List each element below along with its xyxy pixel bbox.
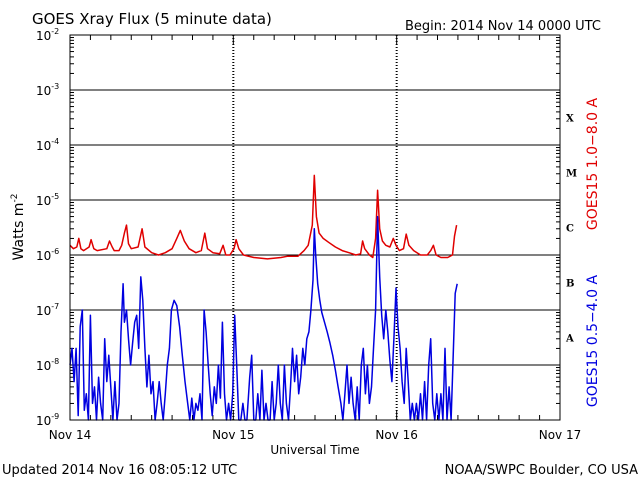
x-tick-label: Nov 16 xyxy=(375,428,418,442)
legend-series-1: GOES15 1.0−8.0 A xyxy=(585,98,601,231)
x-axis-ticks: Nov 14 Nov 15 Nov 16 Nov 17 xyxy=(49,35,582,442)
series-line-1 xyxy=(69,174,458,260)
flare-class-label: X xyxy=(566,114,574,125)
legend-series-2: GOES15 0.5−4.0 A xyxy=(585,275,601,408)
chart-title: GOES Xray Flux (5 minute data) xyxy=(32,10,272,28)
begin-label: Begin: 2014 Nov 14 0000 UTC xyxy=(405,19,601,34)
flare-class-label: C xyxy=(566,224,574,235)
x-axis-label: Universal Time xyxy=(270,443,359,457)
y-tick-label: 10-8 xyxy=(36,357,59,373)
y-tick-label: 10-4 xyxy=(36,137,59,153)
updated-timestamp: Updated 2014 Nov 16 08:05:12 UTC xyxy=(2,463,237,478)
series-line-2 xyxy=(69,215,458,421)
y-tick-label: 10-3 xyxy=(36,82,59,98)
flare-class-labels: A B C M X xyxy=(565,114,577,345)
series-layer xyxy=(69,174,458,421)
y-axis-ticks: 10-9 10-8 10-7 10-6 10-5 10-4 10-3 10-2 xyxy=(36,27,560,428)
source-label: NOAA/SWPC Boulder, CO USA xyxy=(445,463,638,478)
y-axis-label: Watts m-2 xyxy=(10,194,27,261)
flare-class-label: M xyxy=(566,169,577,180)
x-tick-label: Nov 15 xyxy=(212,428,255,442)
x-tick-label: Nov 17 xyxy=(539,428,582,442)
plot-frame xyxy=(69,34,561,421)
y-tick-label: 10-6 xyxy=(36,247,59,263)
y-tick-label: 10-2 xyxy=(36,27,59,43)
y-tick-label: 10-7 xyxy=(36,302,59,318)
flare-class-label: B xyxy=(566,279,574,290)
y-tick-label: 10-9 xyxy=(36,412,59,428)
x-tick-label: Nov 14 xyxy=(49,428,92,442)
flare-class-label: A xyxy=(565,334,574,345)
y-tick-label: 10-5 xyxy=(36,192,59,208)
grid-lines xyxy=(70,35,560,420)
